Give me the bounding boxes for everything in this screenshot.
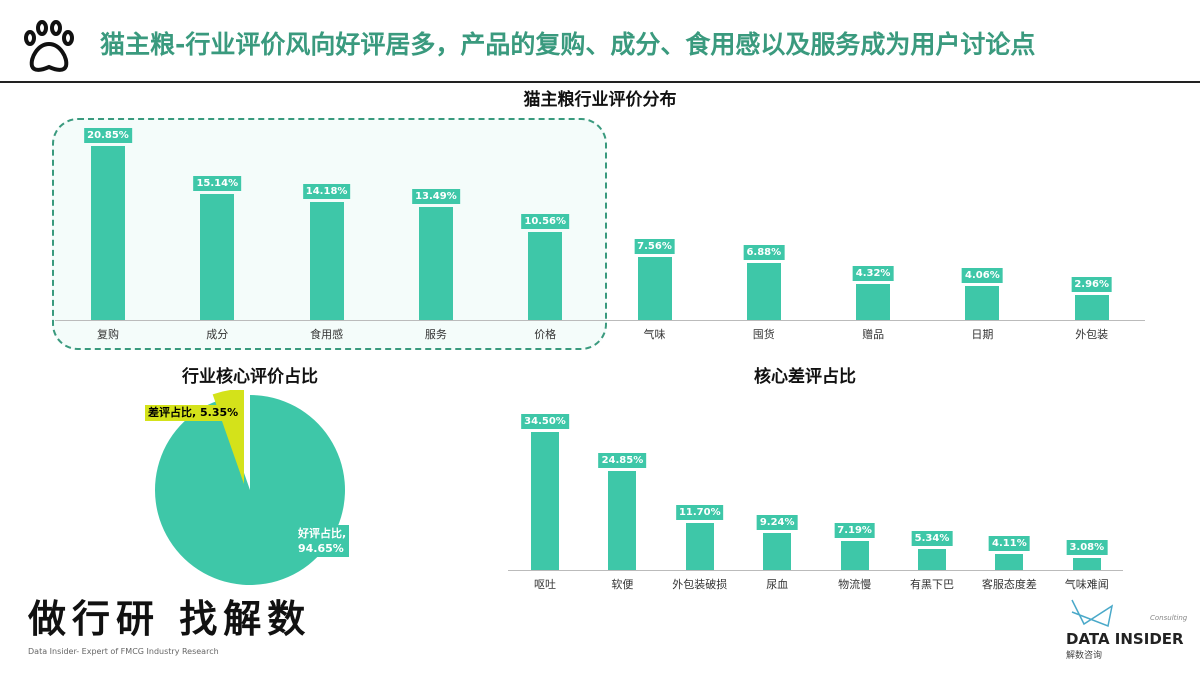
bar <box>91 145 125 320</box>
category-label: 价格 <box>534 328 557 341</box>
bar <box>763 533 792 570</box>
bar <box>746 262 781 320</box>
x-axis <box>508 570 1123 571</box>
pie-label-bad: 差评占比, 5.35% <box>145 405 242 421</box>
divider <box>0 81 1200 83</box>
chart2-title: 行业核心评价占比 <box>182 367 318 387</box>
bar-value-label: 7.56% <box>634 238 675 254</box>
x-axis <box>55 320 1145 321</box>
bar-value-label: 2.96% <box>1071 277 1113 293</box>
brand-name: DATA INSIDER <box>1066 630 1184 648</box>
bar <box>1072 557 1101 570</box>
category-label: 气味 <box>643 328 666 341</box>
brand-name-cn: 解数咨询 <box>1066 651 1103 661</box>
category-label: 食用感 <box>310 328 344 341</box>
page-title: 猫主粮-行业评价风向好评居多，产品的复购、成分、食用感以及服务成为用户讨论点 <box>100 30 1036 59</box>
category-label: 外包装破损 <box>672 578 728 591</box>
bar-value-label: 15.14% <box>193 175 242 191</box>
category-label: 软便 <box>611 578 634 591</box>
bar-value-label: 4.11% <box>989 535 1030 551</box>
category-label: 日期 <box>971 328 994 341</box>
bar <box>608 470 637 570</box>
pie-label-good-pct: 94.65% <box>298 542 344 555</box>
pie-chart <box>155 390 345 585</box>
pie-label-good-name: 好评占比, <box>298 527 347 540</box>
bar <box>637 256 672 320</box>
bar-value-label: 6.88% <box>743 244 785 260</box>
bar-value-label: 20.85% <box>84 127 132 143</box>
bar <box>965 286 1000 320</box>
bar-value-label: 4.32% <box>852 265 894 281</box>
bar <box>856 283 891 320</box>
category-label: 有黑下巴 <box>910 578 954 591</box>
brand-sub: Consulting <box>1150 614 1188 622</box>
bar-value-label: 34.50% <box>521 414 569 429</box>
bar <box>995 553 1024 570</box>
bar <box>531 432 559 570</box>
category-label: 赠品 <box>862 328 885 341</box>
category-label: 物流慢 <box>838 578 872 591</box>
category-label: 客服态度差 <box>981 578 1037 591</box>
bar <box>840 541 869 570</box>
bar-value-label: 13.49% <box>412 189 460 205</box>
category-label: 囤货 <box>752 328 775 341</box>
category-label: 呕吐 <box>534 578 556 591</box>
bar-value-label: 10.56% <box>521 213 570 229</box>
bar-value-label: 5.34% <box>911 530 953 546</box>
bar-value-label: 11.70% <box>675 505 724 521</box>
category-label: 气味难闻 <box>1064 578 1109 591</box>
bar <box>918 548 946 570</box>
bar-value-label: 7.19% <box>834 523 875 539</box>
bar <box>309 201 344 320</box>
tagline: Data Insider- Expert of FMCG Industry Re… <box>28 647 219 656</box>
bar-value-label: 14.18% <box>302 183 351 199</box>
bar-value-label: 9.24% <box>756 515 798 531</box>
bar <box>528 231 563 320</box>
category-label: 成分 <box>206 328 229 341</box>
bar <box>418 207 453 320</box>
paw-icon <box>18 20 78 75</box>
data-insider-logo-icon <box>1071 599 1114 628</box>
category-label: 复购 <box>97 328 119 341</box>
bar <box>685 523 714 570</box>
slogan: 做行研 找解数 <box>28 597 312 641</box>
bar <box>1074 295 1109 320</box>
category-label: 尿血 <box>766 578 789 591</box>
chart1-title: 猫主粮行业评价分布 <box>523 90 677 110</box>
bar-value-label: 24.85% <box>598 452 647 468</box>
chart3-title: 核心差评占比 <box>754 367 856 387</box>
bar <box>200 193 235 320</box>
category-label: 外包装 <box>1075 328 1109 341</box>
bar-value-label: 3.08% <box>1066 539 1108 555</box>
pie-label-good: 好评占比, 94.65% <box>295 525 350 557</box>
category-label: 服务 <box>424 328 447 341</box>
bar-value-label: 4.06% <box>962 268 1003 284</box>
